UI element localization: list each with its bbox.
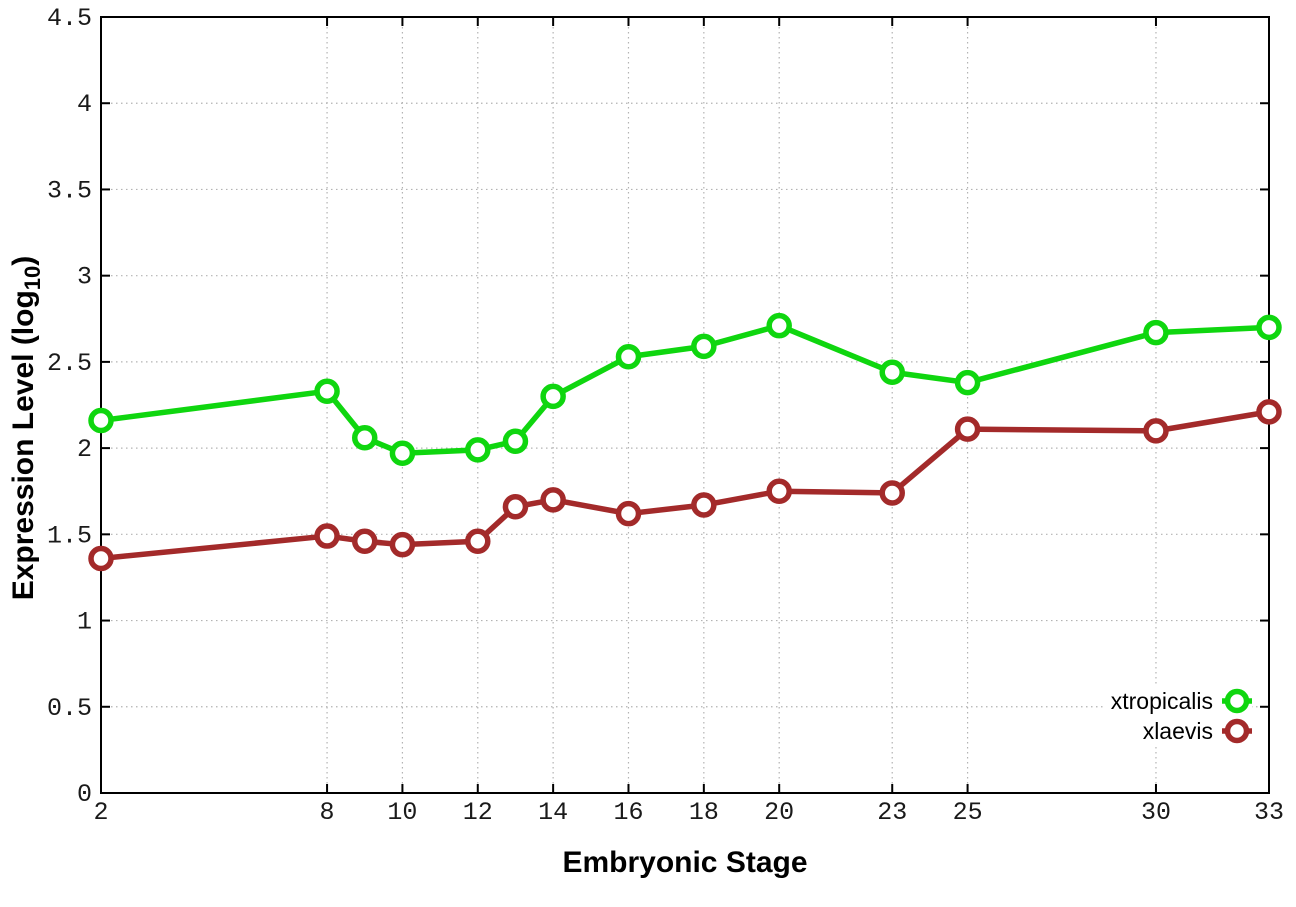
plot-frame (100, 16, 1270, 794)
x-tick-label: 2 (93, 798, 108, 827)
data-point-marker (954, 416, 981, 442)
data-point-marker (691, 333, 717, 360)
legend-item-xtropicalis: xtropicalis (1111, 686, 1252, 716)
data-point-marker (879, 480, 905, 506)
data-point-marker (389, 440, 416, 467)
y-tick-label: 4.5 (47, 4, 92, 33)
tick-marks (100, 16, 1270, 794)
data-point-marker (615, 500, 642, 527)
data-point-marker (954, 369, 981, 396)
data-point-marker (351, 528, 378, 554)
x-tick-label: 18 (689, 798, 719, 827)
y-axis-label: Expression Level (log10) (7, 218, 45, 638)
line-point-sample-icon (1222, 688, 1252, 714)
x-tick-label: 14 (538, 798, 568, 827)
y-tick-label: 4 (77, 90, 92, 119)
data-point-marker (502, 428, 529, 454)
legend: xtropicalis xlaevis (1102, 686, 1252, 746)
data-point-marker (766, 478, 792, 504)
data-point-marker (1256, 314, 1282, 341)
x-tick-label: 10 (387, 798, 417, 827)
line-point-sample-icon (1222, 718, 1252, 744)
data-point-marker (465, 528, 491, 554)
x-tick-label: 23 (877, 798, 907, 827)
x-tick-label: 8 (320, 798, 335, 827)
y-tick-label: 2.5 (47, 349, 92, 378)
legend-item-xlaevis: xlaevis (1111, 716, 1252, 746)
legend-label: xtropicalis (1110, 687, 1213, 714)
data-point-marker (691, 492, 717, 518)
x-tick-label: 16 (613, 798, 643, 827)
y-axis-label-main: Expression Level (log (7, 290, 40, 601)
y-tick-label: 2 (77, 435, 92, 464)
y-tick-label: 0.5 (47, 694, 92, 723)
series-line (98, 409, 1272, 562)
x-axis-label: Embryonic Stage (562, 846, 808, 879)
data-point-marker (389, 531, 416, 558)
data-point-marker (314, 523, 340, 549)
y-tick-label: 0 (77, 780, 92, 809)
y-axis-label-close: ) (7, 255, 40, 266)
y-tick-label: 3.5 (47, 176, 92, 205)
y-tick-label: 1.5 (47, 521, 92, 550)
data-point-marker (540, 383, 566, 410)
series-xtropicalis (88, 312, 1282, 467)
data-point-marker (88, 545, 114, 572)
x-tick-label: 12 (463, 798, 493, 827)
data-point-marker (615, 343, 642, 370)
tick-labels: 2 8 10 12 14 16 18 20 23 25 30 33 0 0.5 1 1.5 2 2.5 3 3.5 4 4… (47, 4, 1284, 827)
legend-label: xlaevis (1142, 717, 1213, 744)
data-point-marker (314, 378, 340, 404)
x-tick-label: 25 (953, 798, 983, 827)
x-tick-label: 30 (1141, 798, 1171, 827)
data-point-marker (540, 487, 566, 513)
data-point-marker (351, 425, 378, 451)
series-line (98, 322, 1272, 457)
data-point-marker (1143, 319, 1169, 346)
series-xlaevis (88, 399, 1282, 572)
x-tick-label: 20 (764, 798, 794, 827)
x-tick-label: 33 (1254, 798, 1284, 827)
data-point-marker (1256, 399, 1282, 425)
y-axis-label-subscript: 10 (20, 265, 45, 291)
data-point-marker (502, 493, 529, 520)
y-tick-label: 1 (77, 608, 92, 637)
data-point-marker (1143, 418, 1169, 444)
data-point-marker (879, 359, 905, 385)
data-point-marker (465, 437, 491, 463)
data-point-marker (88, 407, 114, 434)
data-point-marker (766, 312, 792, 339)
gridlines (101, 17, 1269, 793)
y-tick-label: 3 (77, 263, 92, 292)
